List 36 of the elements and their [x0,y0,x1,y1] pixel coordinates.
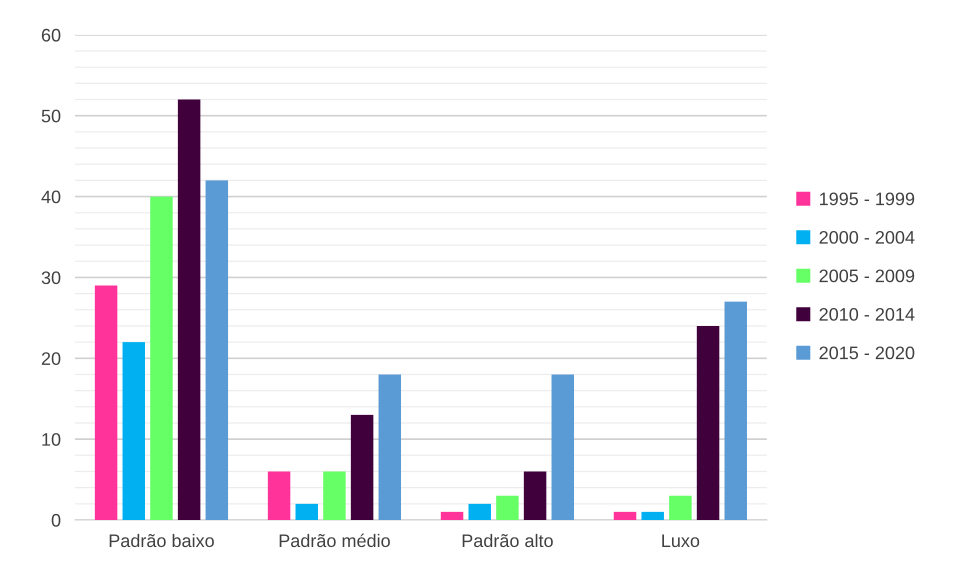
x-tick-label: Padrão alto [462,534,553,548]
bar [268,471,290,520]
bar [206,180,228,520]
bar [350,414,374,520]
bar [296,504,318,520]
bar [150,196,173,520]
bar [614,512,636,520]
x-tick-label: Padrão médio [280,534,390,548]
legend-label: 2010 - 2014 [820,308,914,321]
bar [524,471,546,520]
y-tick-label: 60 [42,28,60,42]
legend-label: 2005 - 2009 [820,269,914,282]
bar [724,302,747,520]
legend-label: 1995 - 1999 [820,192,914,206]
bar [178,100,200,520]
x-tick-label: Luxo [662,534,700,548]
legend-label: 2000 - 2004 [820,230,914,244]
y-tick-label: 30 [42,271,60,284]
bar [122,342,146,520]
bar [440,512,464,520]
bar [323,471,346,520]
bar [94,286,118,520]
bar [496,496,519,520]
bar [641,512,664,520]
bar [378,374,402,520]
y-tick-label: 10 [42,433,60,446]
bar [669,496,692,520]
bar [468,504,491,520]
x-tick-label: Padrão baixo [110,534,214,548]
y-tick-label: 0 [52,514,60,527]
legend-label: 2015 - 2020 [820,346,914,360]
bar [696,326,720,520]
bar [552,374,574,520]
y-tick-label: 20 [42,352,60,366]
y-tick-label: 50 [42,110,60,122]
y-tick-label: 40 [41,190,60,204]
